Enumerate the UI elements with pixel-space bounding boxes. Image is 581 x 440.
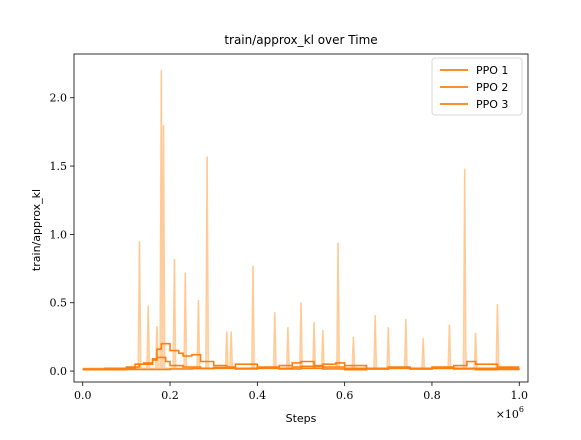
x-tick-label: 0.6 xyxy=(336,389,354,402)
y-tick-label: 1.5 xyxy=(50,160,68,173)
legend-label-2: PPO 2 xyxy=(476,81,508,94)
legend-label-1: PPO 1 xyxy=(476,64,508,77)
legend-box xyxy=(431,57,523,116)
x-tick-label: 0.8 xyxy=(423,389,441,402)
y-tick-label: 0.5 xyxy=(50,297,68,310)
y-tick-label: 1.0 xyxy=(50,228,68,241)
y-axis-ticks: 0.0 0.5 1.0 1.5 2.0 xyxy=(50,92,74,378)
x-tick-label: 0.0 xyxy=(74,389,92,402)
x-tick-label: 0.4 xyxy=(249,389,267,402)
x-tick-label: 1.0 xyxy=(511,389,529,402)
y-axis-label: train/approx_kl xyxy=(30,189,43,271)
y-tick-label: 2.0 xyxy=(50,92,68,105)
x-tick-label: 0.2 xyxy=(161,389,179,402)
x-axis-ticks: 0.0 0.2 0.4 0.6 0.8 1.0 xyxy=(74,382,528,402)
x-scale-exponent: 6 xyxy=(519,405,524,414)
legend: PPO 1 PPO 2 PPO 3 xyxy=(431,57,523,116)
chart-title: train/approx_kl over Time xyxy=(224,33,377,47)
plot-frame xyxy=(73,53,529,383)
raw-series-layer xyxy=(82,70,520,370)
smoothed-series-layer xyxy=(82,342,521,371)
x-axis-scale-factor: ×106 xyxy=(496,405,524,421)
series-line-3 xyxy=(82,367,521,371)
x-axis-label: Steps xyxy=(286,412,317,425)
x-scale-multiplier: ×10 xyxy=(496,408,519,421)
legend-label-3: PPO 3 xyxy=(476,98,508,111)
y-tick-label: 0.0 xyxy=(50,365,68,378)
